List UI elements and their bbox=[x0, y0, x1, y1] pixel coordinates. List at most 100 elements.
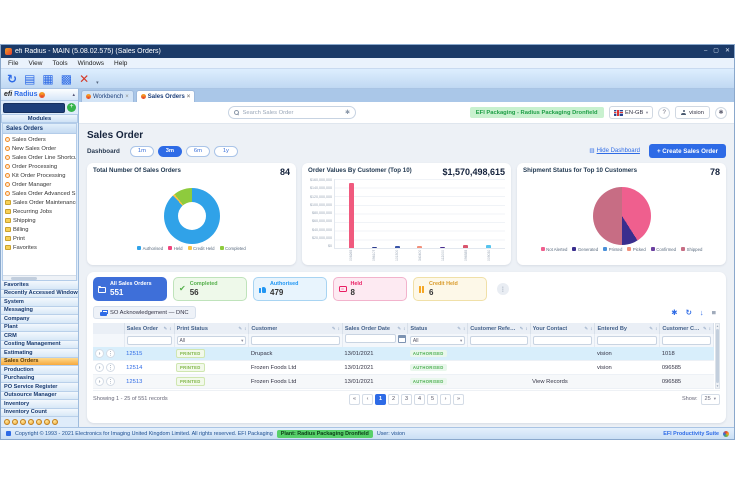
sidebar-section-sales-orders[interactable]: Sales Orders bbox=[1, 357, 78, 366]
export-download-icon[interactable]: ↓ bbox=[699, 308, 704, 317]
tree-item-order-processing[interactable]: Order Processing bbox=[5, 162, 76, 171]
sales-order-link[interactable]: 12513 bbox=[126, 378, 143, 385]
column-header-entered-by[interactable]: Entered By ✎ ↕ bbox=[594, 323, 661, 334]
refresh-icon[interactable]: ↻ bbox=[7, 71, 18, 86]
tree-item-new-sales-order[interactable]: New Sales Order bbox=[5, 144, 76, 153]
scroll-down-icon[interactable]: ▼ bbox=[716, 384, 719, 388]
tree-item-sales-orders[interactable]: Sales Orders bbox=[5, 135, 76, 144]
column-header-customer[interactable]: Customer ✎ ↕ bbox=[248, 323, 343, 334]
table-row[interactable]: › ⋮ 12515 PRINTED Drupack 13/01/2021 AUTHORISE… bbox=[93, 347, 714, 361]
page-button-3[interactable]: 3 bbox=[401, 393, 412, 405]
page-button-1[interactable]: 1 bbox=[375, 393, 386, 405]
table-row[interactable]: › ⋮ 12514 PRINTED Frozen Foods Ltd 13/01/2021… bbox=[93, 361, 714, 375]
table-row[interactable]: › ⋮ 12513 PRINTED Frozen Foods Ltd 13/01/2021… bbox=[93, 374, 714, 389]
tree-item-recurring-jobs[interactable]: Recurring Jobs bbox=[5, 207, 76, 216]
tree-scrollbar[interactable] bbox=[3, 275, 76, 280]
sidebar-section-po-service-register[interactable]: PO Service Register bbox=[1, 383, 78, 392]
sort-icon[interactable]: ↕ bbox=[403, 326, 406, 331]
locale-selector[interactable]: EN-GB ▾ bbox=[608, 106, 654, 119]
hide-dashboard-link[interactable]: ▥ Hide Dashboard bbox=[589, 148, 640, 154]
menu-item-help[interactable]: Help bbox=[114, 59, 128, 67]
menu-item-file[interactable]: File bbox=[8, 59, 19, 67]
sort-icon[interactable]: ↕ bbox=[590, 326, 593, 331]
page-button-2[interactable]: 2 bbox=[388, 393, 399, 405]
tab-sales-orders[interactable]: Sales Orders × bbox=[135, 90, 196, 102]
column-header-customer-code[interactable]: Customer Code ✎ ↕ bbox=[659, 323, 714, 334]
filter-select-status[interactable]: All ▾ bbox=[409, 336, 466, 345]
next-page-button[interactable]: › bbox=[440, 393, 451, 405]
coin-icon[interactable] bbox=[20, 419, 26, 425]
close-button[interactable]: ✕ bbox=[724, 48, 730, 54]
summary-card-all-sales-orders[interactable]: All Sales Orders 551 bbox=[93, 277, 167, 301]
sidebar-section-plant[interactable]: Plant bbox=[1, 323, 78, 332]
menu-item-windows[interactable]: Windows bbox=[77, 59, 105, 67]
search-input[interactable] bbox=[242, 109, 342, 116]
page-button-5[interactable]: 5 bbox=[427, 393, 438, 405]
calendar-icon[interactable] bbox=[397, 334, 406, 343]
period-pill-1y[interactable]: 1y bbox=[213, 145, 238, 157]
sort-icon[interactable]: ↕ bbox=[655, 326, 658, 331]
filter-input-entered-by[interactable] bbox=[597, 336, 658, 345]
filter-input-customer-refere[interactable] bbox=[470, 336, 528, 345]
filter-select-print-status[interactable]: All ▾ bbox=[176, 336, 247, 345]
help-button[interactable]: ? bbox=[658, 106, 671, 119]
sidebar-section-inventory-count[interactable]: Inventory Count bbox=[1, 408, 78, 417]
tree-header[interactable]: Sales Orders bbox=[3, 124, 76, 134]
tree-item-favorites[interactable]: Favorites bbox=[5, 243, 76, 252]
tree-item-sales-order-maintenance[interactable]: Sales Order Maintenance bbox=[5, 198, 76, 207]
sidebar-section-inventory[interactable]: Inventory bbox=[1, 400, 78, 409]
create-sales-order-button[interactable]: + Create Sales Order bbox=[648, 144, 726, 158]
coin-icon[interactable] bbox=[36, 419, 42, 425]
prev-page-button[interactable]: ‹ bbox=[362, 393, 373, 405]
tree-item-sales-order-advanced-s[interactable]: Sales Order Advanced S... bbox=[5, 189, 76, 198]
coin-icon[interactable] bbox=[12, 419, 18, 425]
filter-pencil-icon[interactable]: ✎ bbox=[702, 325, 707, 331]
filter-input-customer[interactable] bbox=[251, 336, 340, 345]
first-page-button[interactable]: « bbox=[349, 393, 360, 405]
row-menu-icon[interactable]: ⋮ bbox=[106, 363, 115, 372]
tree-scrollbar-thumb[interactable] bbox=[11, 277, 37, 280]
coin-icon[interactable] bbox=[28, 419, 34, 425]
sidebar-section-outsource-manager[interactable]: Outsource Manager bbox=[1, 391, 78, 400]
summary-card-held[interactable]: Held 8 bbox=[333, 277, 407, 301]
menu-item-tools[interactable]: Tools bbox=[52, 59, 68, 67]
sort-icon[interactable]: ↕ bbox=[169, 326, 172, 331]
tree-item-shipping[interactable]: Shipping bbox=[5, 216, 76, 225]
sidebar-section-messaging[interactable]: Messaging bbox=[1, 306, 78, 315]
minimize-button[interactable]: – bbox=[703, 48, 708, 54]
sidebar-section-estimating[interactable]: Estimating bbox=[1, 349, 78, 358]
tree-item-sales-order-line-shortcut[interactable]: Sales Order Line Shortcut bbox=[5, 153, 76, 162]
expand-row-icon[interactable]: › bbox=[95, 363, 104, 372]
expand-row-icon[interactable]: › bbox=[95, 349, 104, 358]
settings-icon[interactable]: ✱ bbox=[671, 308, 678, 317]
column-header-sales-order[interactable]: Sales Order ✎ ↕ bbox=[124, 323, 175, 334]
close-tab-icon[interactable]: × bbox=[125, 93, 129, 100]
sort-icon[interactable]: ↕ bbox=[708, 326, 711, 331]
period-pill-3m[interactable]: 3m bbox=[157, 145, 182, 157]
scrollbar-thumb[interactable] bbox=[716, 329, 719, 383]
bank-icon[interactable]: ▦ bbox=[42, 71, 54, 86]
exit-icon[interactable]: ✕ bbox=[79, 71, 90, 86]
summary-card-completed[interactable]: ✔ Completed 56 bbox=[173, 277, 247, 301]
summary-card-authorised[interactable]: Authorised 479 bbox=[253, 277, 327, 301]
filter-pencil-icon[interactable]: ✎ bbox=[163, 325, 168, 331]
filter-pencil-icon[interactable]: ✎ bbox=[584, 325, 589, 331]
close-tab-icon[interactable]: × bbox=[186, 93, 191, 100]
filter-pencil-icon[interactable]: ✎ bbox=[331, 325, 336, 331]
sidebar-section-company[interactable]: Company bbox=[1, 315, 78, 324]
coin-icon[interactable] bbox=[4, 419, 10, 425]
expand-row-icon[interactable]: › bbox=[95, 377, 104, 386]
filter-pencil-icon[interactable]: ✎ bbox=[457, 325, 461, 331]
filter-pencil-icon[interactable]: ✎ bbox=[649, 325, 654, 331]
tab-workbench[interactable]: Workbench × bbox=[81, 90, 134, 102]
column-header-sales-order-date[interactable]: Sales Order Date ✎ ↕ bbox=[342, 323, 409, 334]
tree-item-billing[interactable]: Billing bbox=[5, 225, 76, 234]
column-header-your-contact[interactable]: Your Contact ✎ ↕ bbox=[530, 323, 596, 334]
plant-buildings-icon[interactable]: ▩ bbox=[60, 71, 73, 86]
filter-input-your-contact[interactable] bbox=[532, 336, 593, 345]
coin-icon[interactable] bbox=[52, 419, 58, 425]
page-size-select[interactable]: 25 ▾ bbox=[700, 393, 720, 405]
settings-button[interactable]: ✱ bbox=[715, 106, 727, 119]
filter-pencil-icon[interactable]: ✎ bbox=[397, 325, 402, 331]
sidebar-section-favorites[interactable]: Favorites bbox=[1, 281, 78, 290]
